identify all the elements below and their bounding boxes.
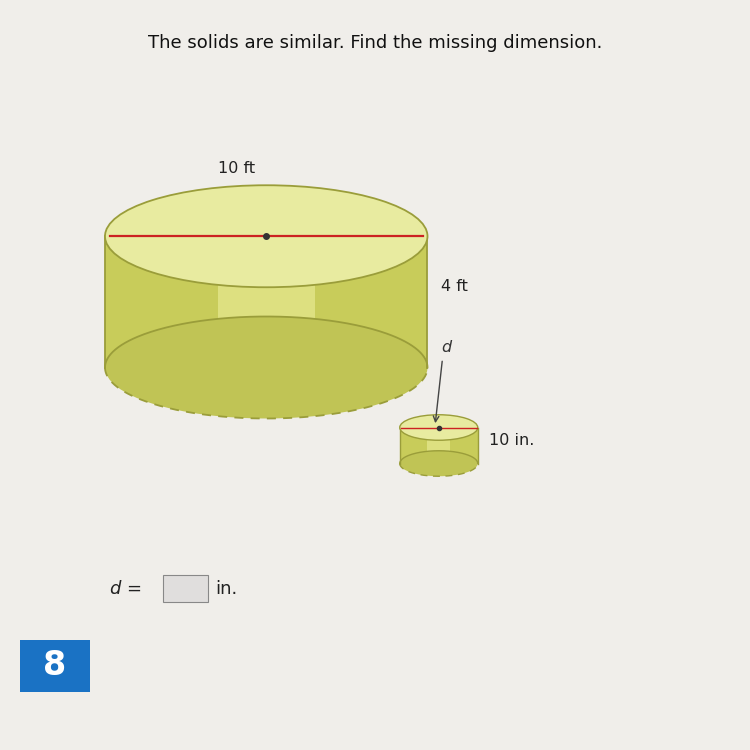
Polygon shape: [315, 236, 428, 368]
Text: 4 ft: 4 ft: [441, 278, 468, 293]
Ellipse shape: [105, 185, 427, 287]
Polygon shape: [217, 236, 315, 368]
Polygon shape: [427, 427, 451, 464]
Text: The solids are similar. Find the missing dimension.: The solids are similar. Find the missing…: [148, 34, 602, 52]
Ellipse shape: [400, 415, 478, 440]
Polygon shape: [451, 427, 478, 464]
Ellipse shape: [400, 451, 478, 476]
Text: d: d: [441, 340, 452, 355]
Polygon shape: [105, 236, 218, 368]
FancyBboxPatch shape: [20, 640, 90, 692]
FancyBboxPatch shape: [164, 575, 208, 602]
Text: in.: in.: [215, 580, 238, 598]
Text: 8: 8: [43, 649, 66, 682]
Text: 10 in.: 10 in.: [489, 433, 534, 448]
Ellipse shape: [105, 316, 427, 419]
Polygon shape: [400, 427, 427, 464]
Text: $d$ =: $d$ =: [109, 580, 141, 598]
Text: 10 ft: 10 ft: [217, 161, 255, 176]
